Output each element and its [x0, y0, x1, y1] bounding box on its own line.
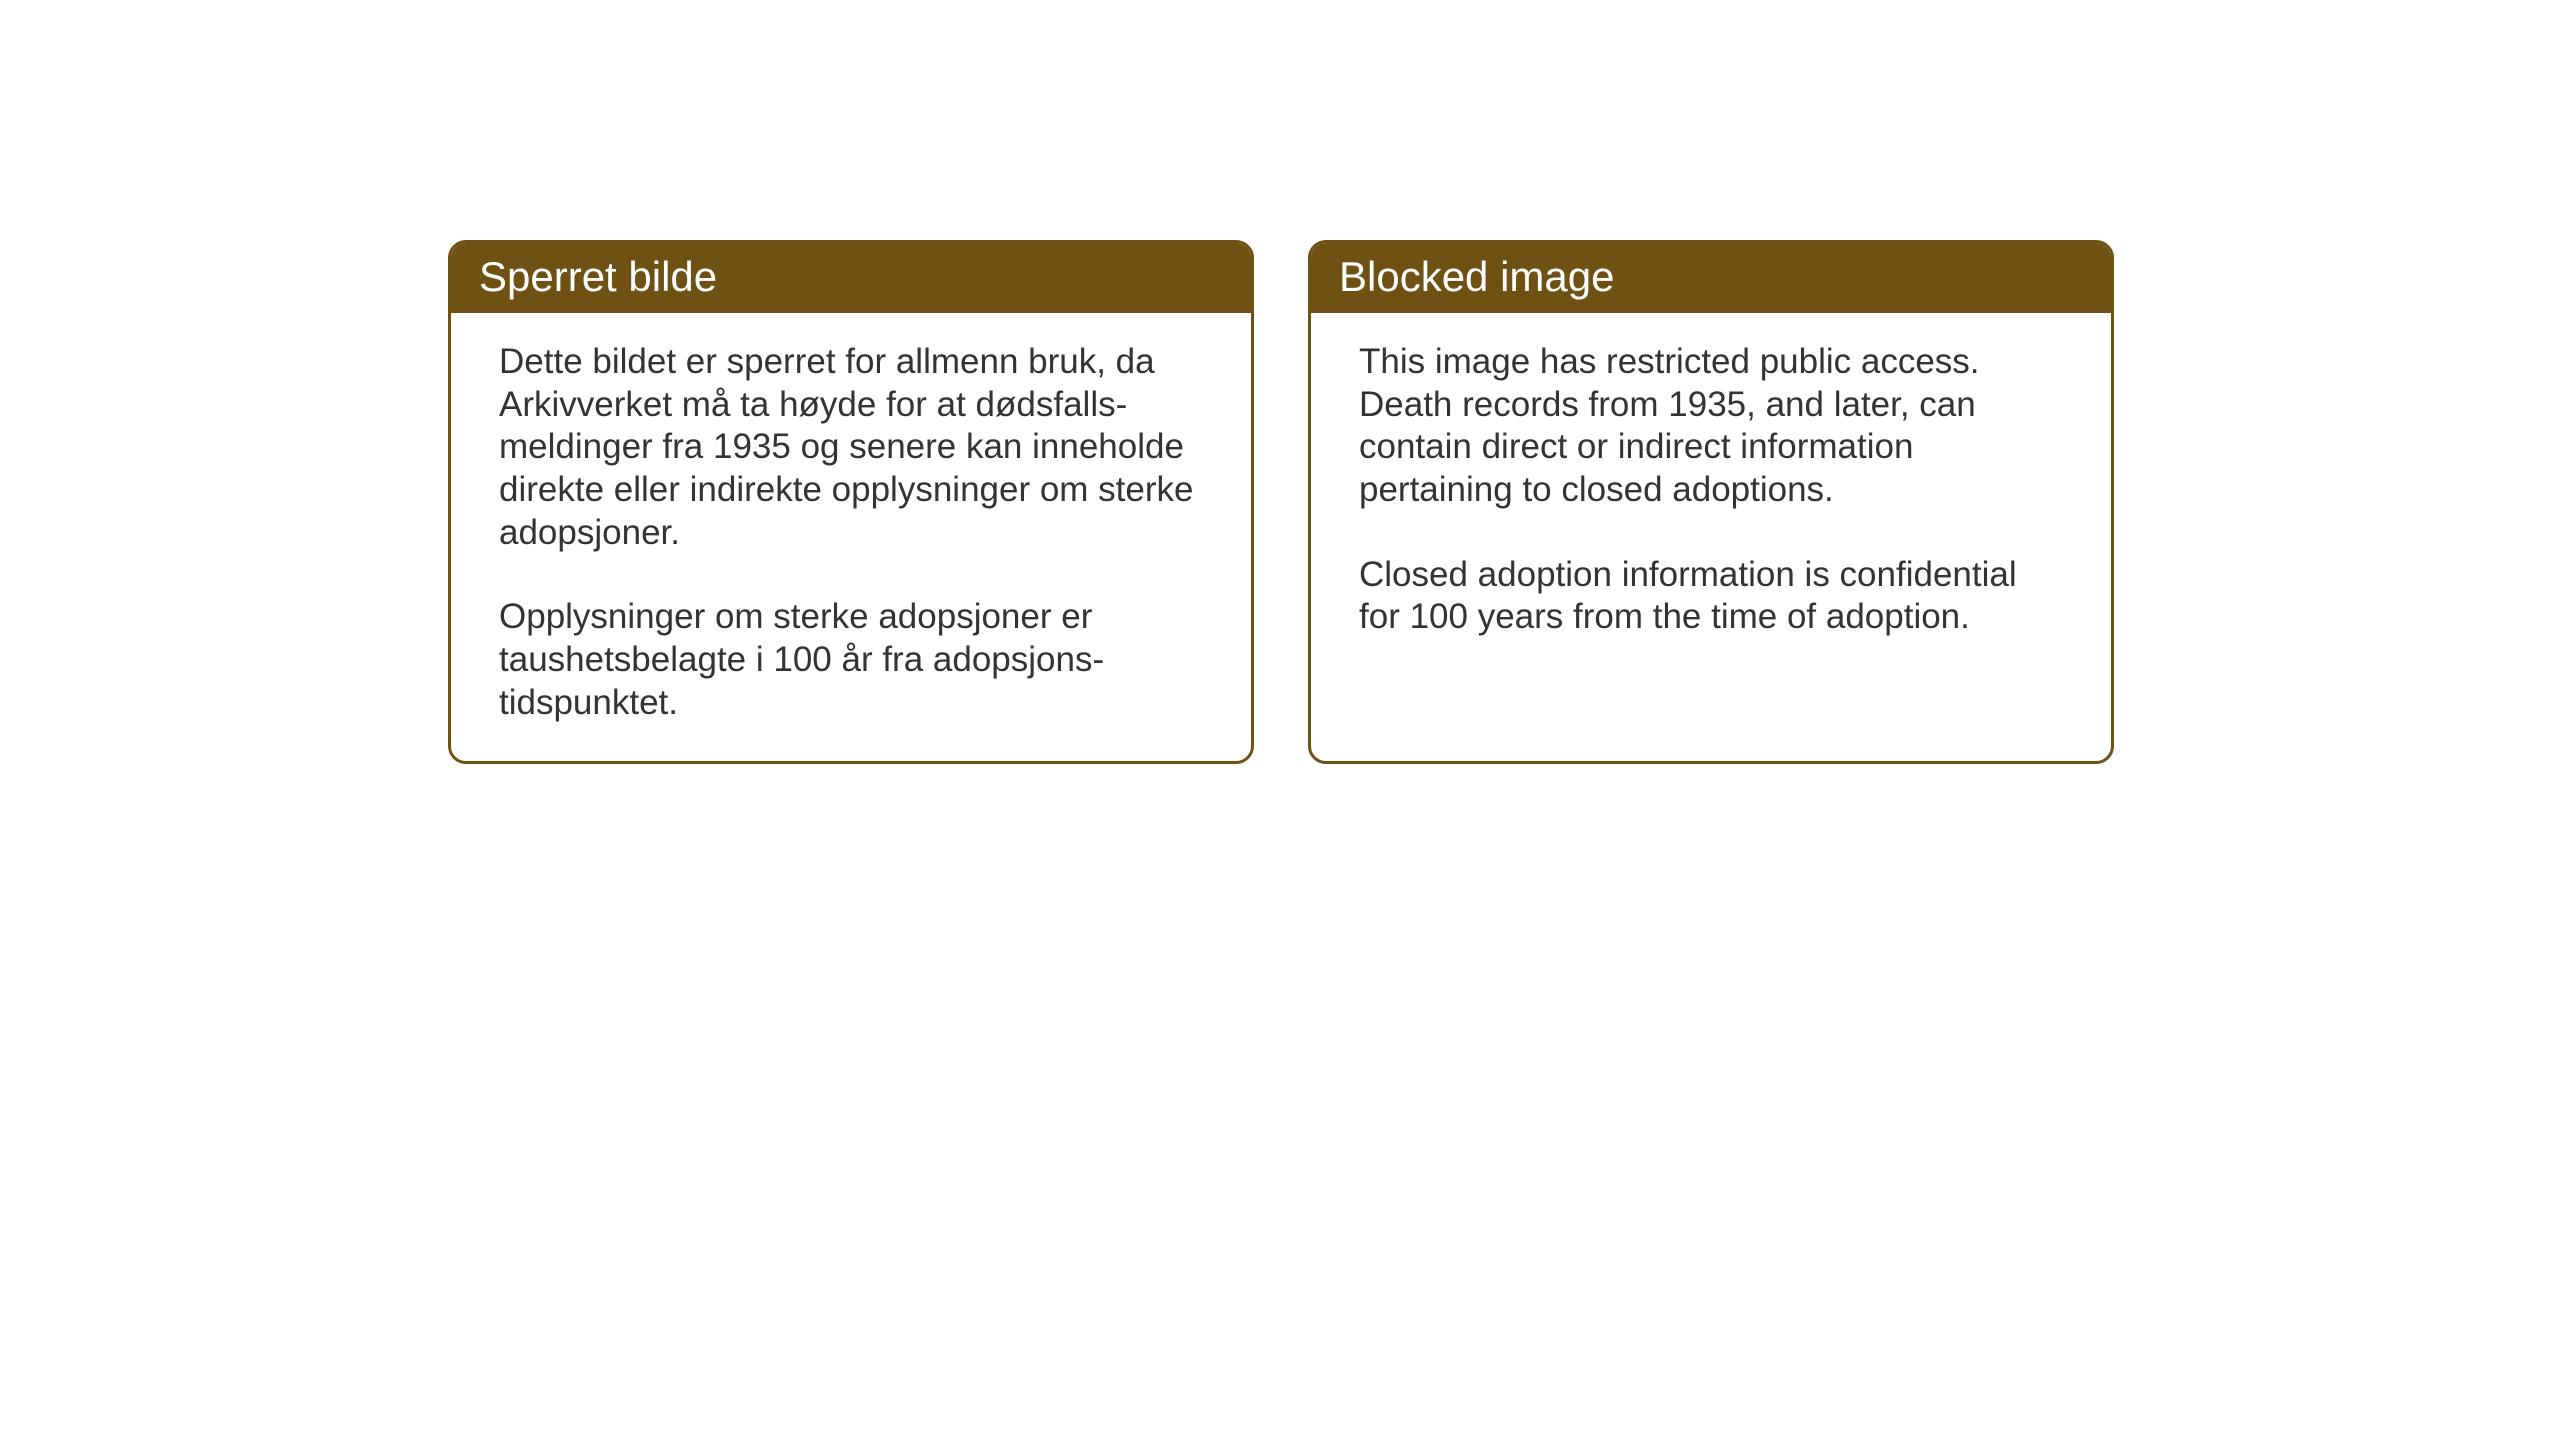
card-title-norwegian: Sperret bilde: [479, 253, 717, 300]
card-english: Blocked image This image has restricted …: [1308, 240, 2114, 764]
card-body-english: This image has restricted public access.…: [1311, 313, 2111, 675]
card-paragraph-1-norwegian: Dette bildet er sperret for allmenn bruk…: [499, 341, 1203, 554]
card-paragraph-2-norwegian: Opplysninger om sterke adopsjoner er tau…: [499, 596, 1203, 724]
card-paragraph-1-english: This image has restricted public access.…: [1359, 341, 2063, 512]
cards-container: Sperret bilde Dette bildet er sperret fo…: [448, 240, 2114, 764]
card-header-norwegian: Sperret bilde: [451, 243, 1251, 313]
card-paragraph-2-english: Closed adoption information is confident…: [1359, 554, 2063, 639]
card-body-norwegian: Dette bildet er sperret for allmenn bruk…: [451, 313, 1251, 761]
card-header-english: Blocked image: [1311, 243, 2111, 313]
card-norwegian: Sperret bilde Dette bildet er sperret fo…: [448, 240, 1254, 764]
card-title-english: Blocked image: [1339, 253, 1614, 300]
